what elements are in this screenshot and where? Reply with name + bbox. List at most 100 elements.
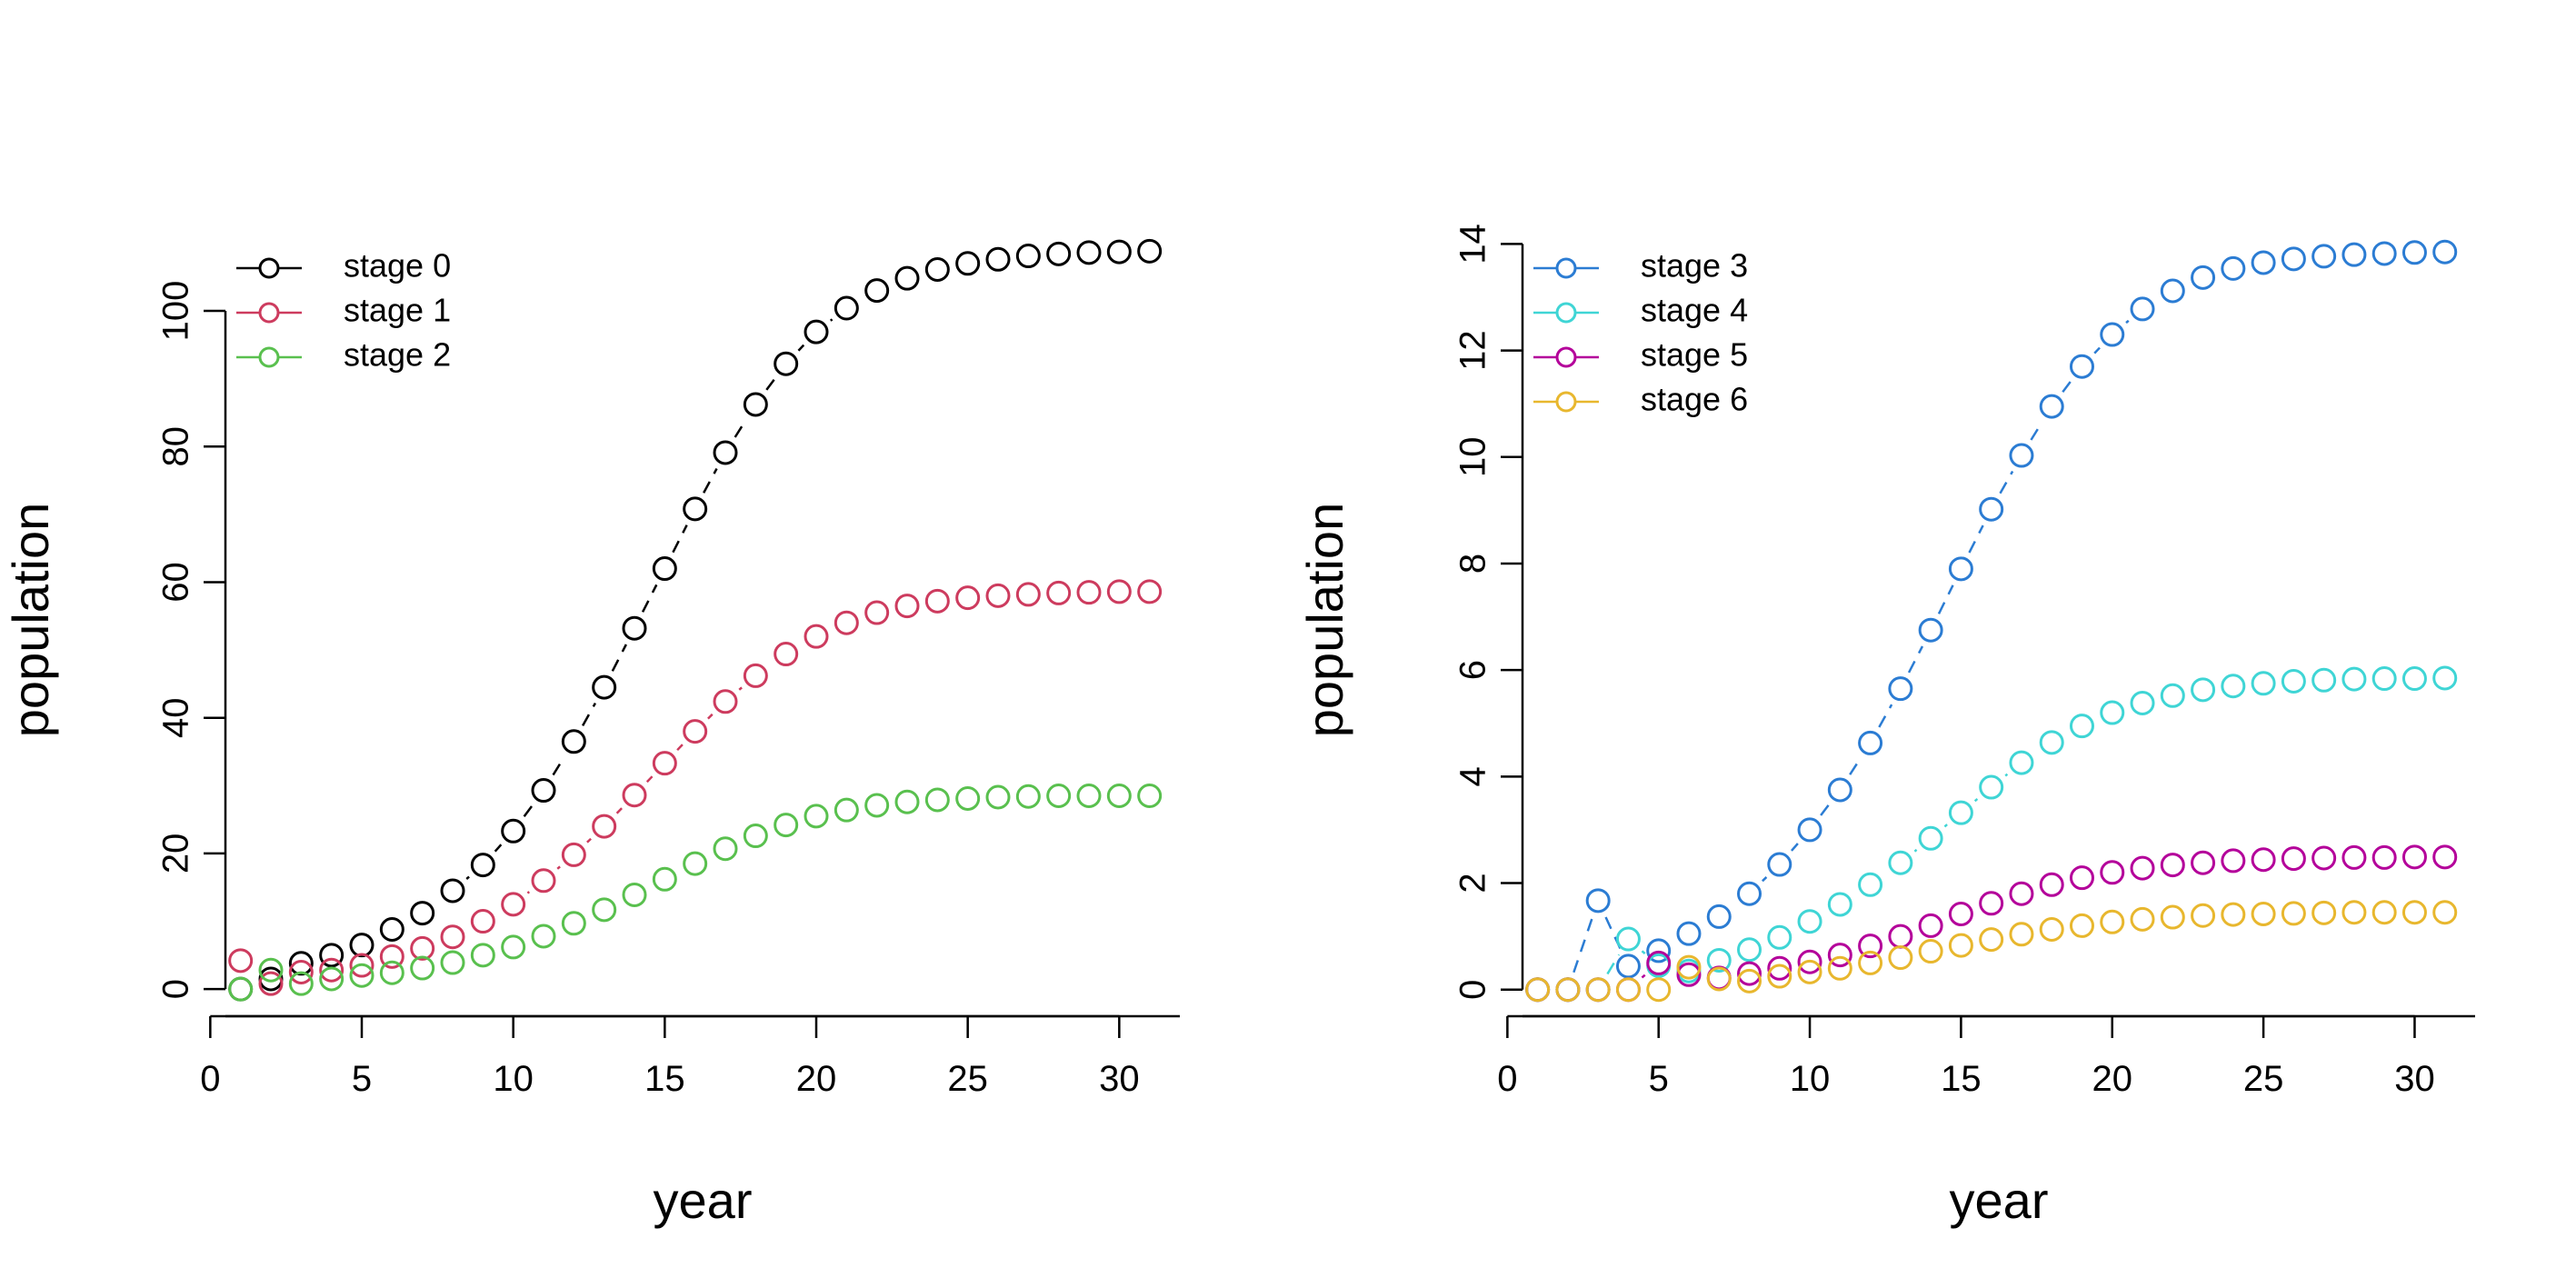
legend: stage 0 stage 1 stage 2	[236, 247, 451, 374]
data-point	[2100, 860, 2125, 885]
data-point	[1046, 580, 1072, 605]
data-point	[1615, 977, 1641, 1003]
data-point	[1076, 580, 1102, 605]
data-point	[1767, 852, 1792, 877]
data-point	[683, 719, 708, 744]
data-point	[2191, 903, 2216, 928]
data-point	[561, 911, 586, 936]
data-point	[1046, 784, 1072, 808]
series-line-segment	[586, 837, 592, 844]
legend-label: stage 0	[344, 247, 451, 285]
data-point	[1948, 800, 1973, 825]
data-point	[1137, 579, 1163, 604]
y-axis-title: population	[2, 503, 59, 737]
data-point	[743, 663, 768, 688]
legend-label: stage 6	[1641, 381, 1748, 418]
data-point	[834, 797, 859, 823]
data-point	[804, 624, 829, 649]
x-tick-label: 25	[947, 1059, 988, 1099]
data-point	[743, 392, 768, 417]
data-point	[985, 583, 1011, 608]
data-point	[410, 955, 435, 981]
legend-marker	[1555, 302, 1577, 324]
data-point	[1797, 949, 1822, 974]
data-point	[985, 784, 1011, 810]
data-point	[774, 813, 799, 838]
x-tick-label: 0	[200, 1059, 220, 1099]
data-point	[2341, 242, 2367, 267]
data-point	[1827, 777, 1852, 803]
data-point	[1827, 955, 1852, 981]
data-point	[713, 440, 738, 465]
y-tick-label: 12	[1453, 330, 1493, 371]
data-point	[652, 866, 677, 892]
chart-panel-1: 0 5 10 15 20 25 30 0 20 40 60 80 100 year population st…	[2, 238, 1180, 1229]
data-point	[288, 971, 314, 996]
series-line-segment	[672, 524, 688, 554]
data-point	[2281, 246, 2306, 272]
data-point	[410, 901, 435, 926]
series-line-segment	[1606, 954, 1621, 975]
data-point	[1767, 955, 1792, 981]
data-point	[379, 960, 404, 985]
series-line-segment	[494, 844, 503, 853]
data-point	[713, 689, 738, 714]
data-point	[894, 594, 920, 619]
data-point	[2251, 671, 2276, 696]
series-stage-0	[228, 238, 1163, 1002]
data-point	[1106, 579, 1132, 604]
data-point	[2432, 665, 2458, 691]
data-point	[1015, 784, 1041, 809]
data-point	[531, 778, 556, 804]
data-point	[1615, 926, 1641, 952]
series-line-segment	[707, 713, 714, 720]
y-axis-title: population	[1296, 503, 1353, 737]
data-point	[2160, 683, 2185, 708]
data-point	[1797, 909, 1822, 934]
data-point	[1137, 784, 1163, 808]
data-point	[2371, 844, 2397, 870]
data-point	[2371, 666, 2397, 692]
data-point	[2371, 241, 2397, 266]
data-point	[955, 251, 981, 276]
data-point	[2069, 354, 2094, 379]
data-point	[288, 960, 314, 984]
data-point	[1827, 943, 1852, 968]
data-point	[1737, 968, 1762, 993]
data-point	[2251, 250, 2276, 275]
data-point	[774, 351, 799, 376]
data-point	[1106, 784, 1132, 808]
data-point	[2039, 916, 2064, 942]
data-point	[1888, 676, 1913, 702]
series-line-segment	[581, 702, 597, 726]
x-tick-label: 10	[493, 1059, 534, 1099]
data-point	[2191, 850, 2216, 875]
legend-marker	[258, 346, 280, 368]
chart-panel-2: 0 5 10 15 20 25 30 0 2 4 6 8 10 12 14 year population sta…	[1296, 224, 2475, 1229]
data-point	[470, 943, 495, 968]
data-point	[1555, 977, 1581, 1003]
data-point	[1918, 825, 1943, 851]
data-point	[2341, 666, 2367, 692]
series-line-segment	[1973, 798, 1979, 803]
data-point	[985, 246, 1011, 272]
data-point	[531, 924, 556, 949]
series-line-segment	[1943, 824, 1948, 828]
data-point	[2281, 901, 2306, 926]
data-point	[410, 935, 435, 961]
data-point	[683, 496, 708, 522]
data-point	[1706, 947, 1732, 973]
series-line-segment	[1791, 843, 1799, 852]
data-point	[561, 842, 586, 867]
data-point	[1948, 933, 1973, 958]
data-point	[1585, 977, 1611, 1003]
data-point	[349, 963, 374, 988]
legend-label: stage 1	[344, 292, 451, 329]
data-point	[2039, 872, 2064, 897]
legend-marker	[1555, 346, 1577, 368]
data-point	[470, 909, 495, 934]
series-stage-3	[1525, 239, 2458, 1003]
legend-label: stage 3	[1641, 247, 1748, 285]
data-point	[2191, 265, 2216, 290]
data-point	[683, 851, 708, 876]
